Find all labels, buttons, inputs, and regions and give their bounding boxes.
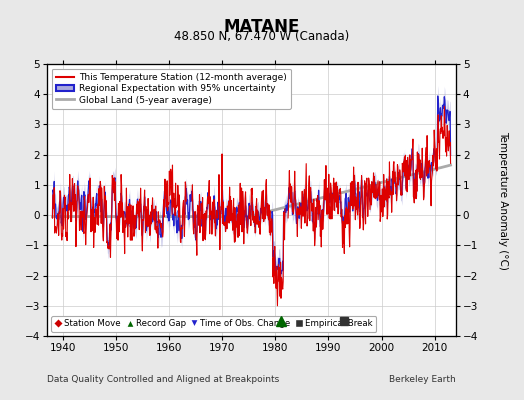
Y-axis label: Temperature Anomaly (°C): Temperature Anomaly (°C) xyxy=(498,130,508,270)
Text: MATANE: MATANE xyxy=(224,18,300,36)
Legend: Station Move, Record Gap, Time of Obs. Change, Empirical Break: Station Move, Record Gap, Time of Obs. C… xyxy=(51,316,376,332)
Text: Data Quality Controlled and Aligned at Breakpoints: Data Quality Controlled and Aligned at B… xyxy=(47,375,279,384)
Text: 48.850 N, 67.470 W (Canada): 48.850 N, 67.470 W (Canada) xyxy=(174,30,350,43)
Text: Berkeley Earth: Berkeley Earth xyxy=(389,375,456,384)
